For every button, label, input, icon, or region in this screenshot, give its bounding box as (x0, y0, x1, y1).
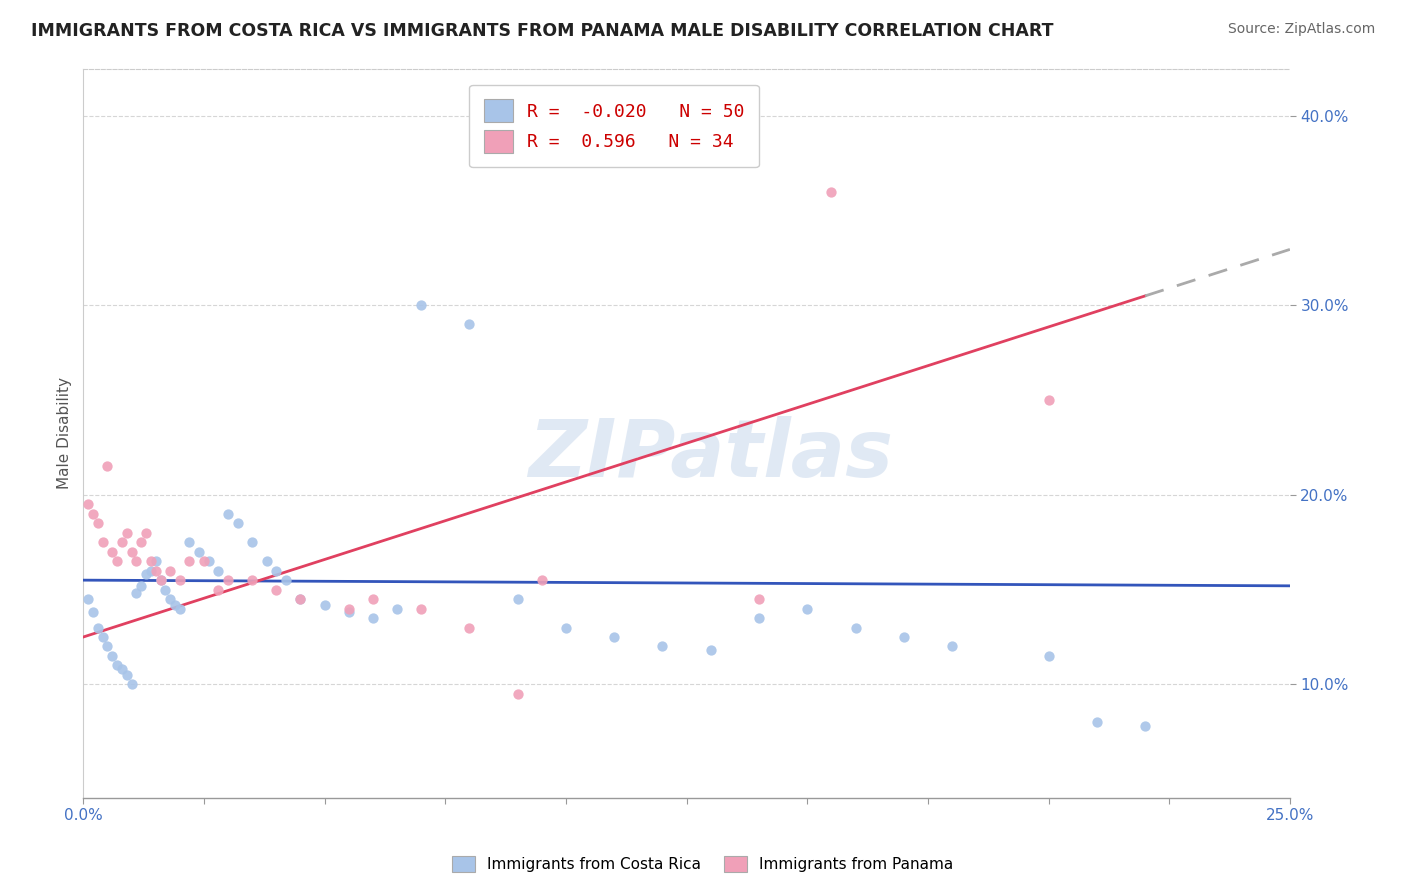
Point (337, 606, 360, 620)
Point (121, 545, 143, 559)
Point (506, 592, 529, 607)
Point (87, 516, 110, 531)
Point (748, 611, 770, 625)
Point (159, 564, 181, 578)
Point (163, 598, 186, 612)
Point (197, 554, 219, 568)
Point (125, 554, 148, 568)
Point (155, 582, 177, 597)
Point (111, 662, 134, 676)
Point (458, 620, 481, 634)
Text: Source: ZipAtlas.com: Source: ZipAtlas.com (1227, 22, 1375, 37)
Point (240, 573, 263, 587)
Legend: Immigrants from Costa Rica, Immigrants from Panama: Immigrants from Costa Rica, Immigrants f… (444, 848, 962, 880)
Point (361, 592, 384, 607)
Point (135, 567, 157, 582)
Point (458, 318, 481, 332)
Point (129, 579, 152, 593)
Point (115, 525, 138, 540)
Point (361, 611, 384, 625)
Point (290, 592, 312, 607)
Point (169, 573, 191, 587)
Point (1038, 648, 1060, 663)
Point (530, 573, 553, 587)
Point (266, 564, 288, 578)
Point (145, 554, 167, 568)
Point (77, 592, 100, 607)
Text: ZIPatlas: ZIPatlas (529, 417, 893, 494)
Point (217, 573, 239, 587)
Point (1133, 719, 1156, 733)
Point (820, 185, 842, 199)
Point (96, 459, 118, 474)
Point (111, 535, 134, 549)
Point (699, 643, 721, 657)
Point (411, 298, 433, 312)
Point (796, 601, 818, 615)
Y-axis label: Male Disability: Male Disability (58, 377, 72, 490)
Point (179, 554, 201, 568)
Point (207, 564, 229, 578)
Point (266, 582, 288, 597)
Point (139, 564, 162, 578)
Point (169, 601, 191, 615)
Point (290, 592, 312, 607)
Point (207, 582, 229, 597)
Point (149, 573, 172, 587)
Point (274, 573, 297, 587)
Point (115, 668, 138, 682)
Point (411, 601, 433, 615)
Point (256, 554, 278, 568)
Point (240, 535, 263, 549)
Point (96, 640, 118, 654)
Point (893, 630, 915, 644)
Point (101, 648, 124, 663)
Point (121, 677, 143, 691)
Point (82, 507, 104, 521)
Text: IMMIGRANTS FROM COSTA RICA VS IMMIGRANTS FROM PANAMA MALE DISABILITY CORRELATION: IMMIGRANTS FROM COSTA RICA VS IMMIGRANTS… (31, 22, 1053, 40)
Point (651, 640, 673, 654)
Point (844, 620, 866, 634)
Point (101, 545, 124, 559)
Point (149, 573, 172, 587)
Point (226, 516, 249, 531)
Point (314, 598, 336, 612)
Point (188, 545, 211, 559)
Point (105, 554, 128, 568)
Point (603, 630, 626, 644)
Legend: R =  -0.020   N = 50, R =  0.596   N = 34: R = -0.020 N = 50, R = 0.596 N = 34 (470, 85, 759, 168)
Point (135, 525, 157, 540)
Point (748, 592, 770, 607)
Point (77, 497, 100, 511)
Point (105, 658, 128, 673)
Point (337, 601, 360, 615)
Point (385, 601, 408, 615)
Point (129, 535, 152, 549)
Point (1085, 715, 1108, 730)
Point (91, 535, 114, 549)
Point (139, 554, 162, 568)
Point (193, 554, 215, 568)
Point (91, 630, 114, 644)
Point (82, 606, 104, 620)
Point (217, 507, 239, 521)
Point (87, 620, 110, 634)
Point (125, 586, 148, 600)
Point (159, 592, 181, 607)
Point (506, 687, 529, 701)
Point (179, 535, 201, 549)
Point (941, 640, 963, 654)
Point (555, 620, 578, 634)
Point (1038, 393, 1060, 408)
Point (145, 564, 167, 578)
